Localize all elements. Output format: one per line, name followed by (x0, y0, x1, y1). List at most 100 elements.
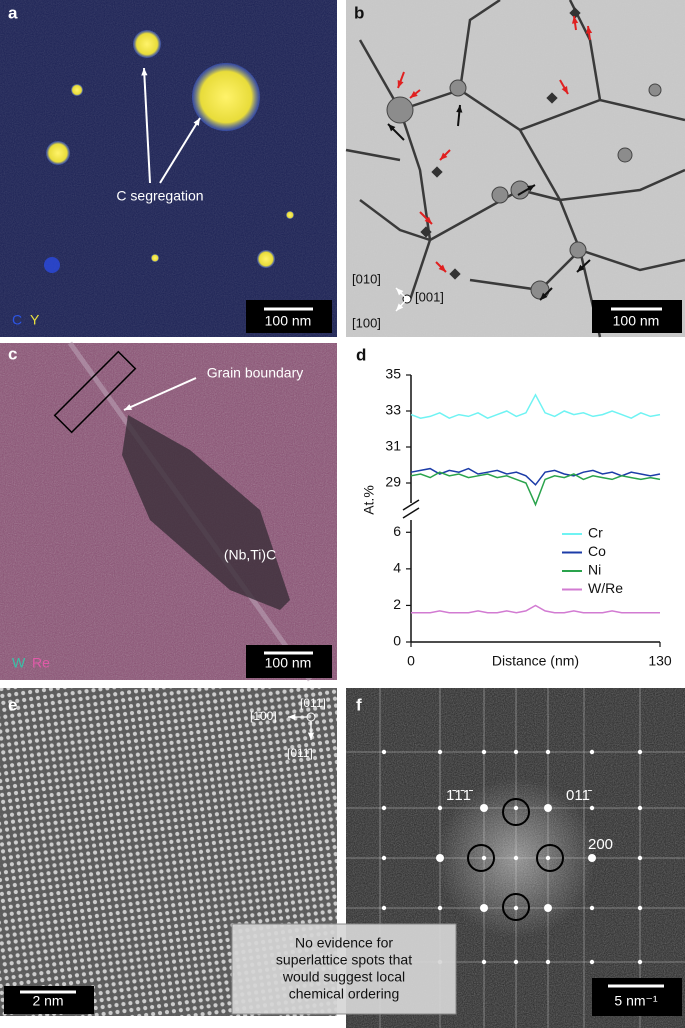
y-tick-label: 0 (393, 633, 401, 649)
diffraction-spot (381, 805, 387, 811)
scale-bar-box (246, 645, 332, 678)
annotation: (Nb,Ti)C (224, 547, 276, 563)
diffraction-spot (637, 749, 643, 755)
diffraction-spot (381, 749, 387, 755)
arrow (159, 117, 201, 184)
diffraction-spot (544, 904, 552, 912)
arrow-head (424, 216, 432, 224)
note-line: would suggest local (282, 969, 405, 985)
particle (46, 141, 70, 165)
carbide-particle (122, 415, 290, 610)
arrow-head (410, 90, 418, 98)
boundary (579, 248, 685, 272)
channel-label: Re (32, 655, 50, 671)
legend-label: W/Re (588, 580, 623, 596)
direction-label: [011] (300, 696, 326, 710)
legend-label: Ni (588, 562, 601, 578)
precipitate (569, 241, 587, 259)
note-line: No evidence for (295, 935, 393, 951)
annotation: C segregation (116, 188, 203, 204)
diffraction-spot (588, 854, 596, 862)
data-line (410, 471, 661, 507)
boundary (559, 168, 685, 202)
missing-spot (502, 893, 530, 921)
precipitate (617, 147, 633, 163)
diffraction-spot (637, 905, 643, 911)
diffraction-spot (637, 855, 643, 861)
carbide (431, 166, 443, 178)
carbide (420, 226, 432, 238)
diffraction-spot (545, 855, 551, 861)
arrow-head (540, 292, 548, 300)
arrow-head (288, 713, 296, 721)
diffraction-spot (381, 905, 387, 911)
diffraction-spot (436, 854, 444, 862)
diffraction-spot (437, 905, 443, 911)
particle (192, 63, 260, 131)
panel-label: f (356, 695, 362, 714)
diffraction-spot (589, 749, 595, 755)
diffraction-spot (589, 905, 595, 911)
direction-label: [011̄] (287, 746, 313, 760)
panel-label: b (354, 3, 364, 22)
panel-label: d (356, 345, 366, 364)
direction-label: [100] (352, 315, 381, 330)
precipitate (491, 186, 509, 204)
y-tick-label: 31 (385, 438, 401, 454)
arrow (123, 377, 197, 411)
diffraction-spot (481, 749, 487, 755)
legend-label: Co (588, 543, 606, 559)
note-line: chemical ordering (289, 986, 400, 1002)
scale-label: 5 nm⁻¹ (614, 993, 658, 1009)
missing-spot (467, 844, 495, 872)
annotation: Grain boundary (207, 365, 304, 381)
arrow-head (571, 16, 579, 24)
diffraction-spot (637, 959, 643, 965)
direction-label: [001] (415, 289, 444, 304)
arrow-head (577, 264, 585, 272)
arrow-head (440, 152, 448, 160)
y-axis-label: At.% (361, 485, 377, 515)
arrow-head (307, 732, 315, 740)
diffraction-spot (513, 855, 519, 861)
data-line (411, 604, 660, 614)
channel-label: W (12, 655, 26, 671)
data-line (410, 393, 661, 420)
boundary (345, 148, 401, 162)
scale-bar-box (246, 300, 332, 333)
scale-label: 2 nm (32, 993, 63, 1009)
note-line: superlattice spots that (276, 952, 412, 968)
diffraction-spot (481, 855, 487, 861)
arrow-head (397, 80, 404, 88)
boundary (458, 0, 501, 91)
channel-label: Y (30, 312, 40, 328)
panel-label: c (8, 344, 17, 363)
profile-box (53, 350, 137, 434)
diffraction-spot (480, 904, 488, 912)
diffraction-spot (544, 804, 552, 812)
missing-spot (536, 844, 564, 872)
particle (71, 84, 83, 96)
x-tick-label: 0 (407, 653, 415, 669)
scale-label: 100 nm (613, 313, 660, 329)
precipitate (449, 79, 467, 97)
x-axis-label: Distance (nm) (492, 653, 579, 669)
particle (44, 257, 60, 273)
direction-label: [1̄00] (250, 709, 277, 723)
arrow-head (585, 26, 593, 34)
axis-break (402, 499, 420, 511)
arrow-head (396, 288, 404, 296)
y-tick-label: 6 (393, 523, 401, 539)
particle (286, 211, 294, 219)
diffraction-spot (437, 749, 443, 755)
legend-label: Cr (588, 525, 603, 541)
spot-label: 1̄1̄1̄ (446, 787, 473, 804)
axis-break (402, 507, 420, 519)
y-tick-label: 29 (385, 474, 401, 490)
x-tick-label: 130 (648, 653, 672, 669)
spot-label: 200 (588, 836, 613, 853)
particle (133, 30, 161, 58)
